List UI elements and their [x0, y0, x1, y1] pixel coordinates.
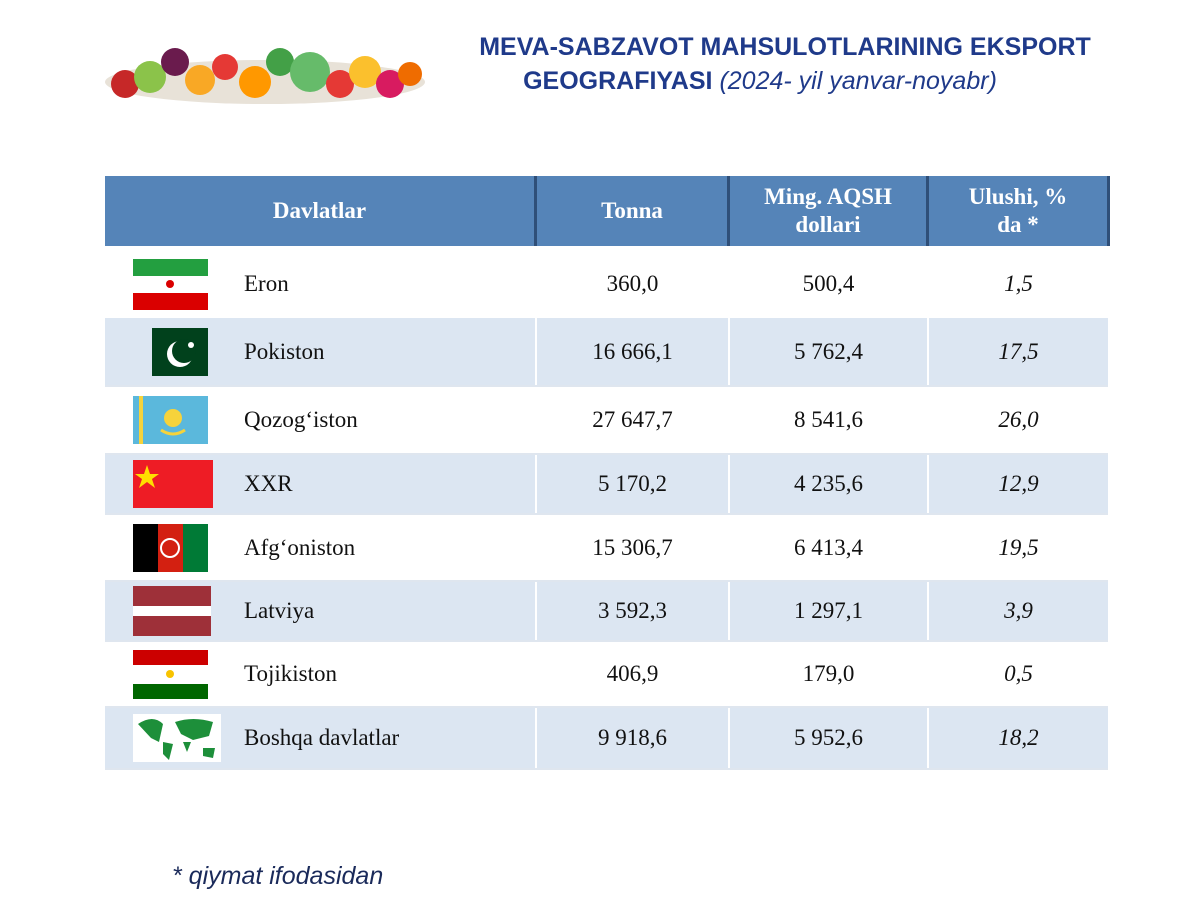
- title: GEOGRAFIYASI: [523, 67, 713, 95]
- flag: [133, 460, 213, 508]
- country: XXR: [244, 471, 293, 496]
- country: Afg‘oniston: [244, 534, 356, 560]
- share: 26,0: [927, 387, 1108, 453]
- table-row: Tojikiston 406,9 179,0 0,5: [105, 642, 1108, 708]
- tonnes: 9 918,6: [535, 708, 728, 768]
- table-row: Afg‘oniston 15 306,7 6 413,4 19,5: [105, 515, 1108, 582]
- flag: [152, 327, 208, 376]
- value-usd: 179,0: [728, 642, 927, 706]
- share: 1,5: [927, 250, 1108, 318]
- footnote: * qiymat ifodasidan: [172, 862, 384, 890]
- tonnes: 16 666,1: [535, 318, 728, 385]
- share: 3,9: [927, 582, 1108, 640]
- flag: [133, 258, 208, 310]
- country: Eron: [244, 271, 289, 296]
- table-row: Eron 360,0 500,4 1,5: [105, 250, 1108, 320]
- share: 0,5: [927, 642, 1108, 706]
- share: 12,9: [927, 455, 1108, 513]
- tonnes: 15 306,7: [535, 515, 728, 580]
- table-row: Qozog‘iston 27 647,7 8 541,6 26,0: [105, 387, 1108, 455]
- value-usd: 6 413,4: [728, 515, 927, 580]
- table-row: Latviya 3 592,3 1 297,1 3,9: [105, 582, 1108, 642]
- table-row: Boshqa davlatlar 9 918,6 5 952,6 18,2: [105, 708, 1108, 770]
- share: 18,2: [927, 708, 1108, 768]
- period: (2024- yil yanvar-noyabr): [719, 67, 997, 95]
- flag: [133, 396, 208, 444]
- tonnes: 5 170,2: [535, 455, 728, 513]
- tonnes: 406,9: [535, 642, 728, 706]
- flag: [133, 649, 208, 699]
- table-row: Pokiston 16 666,1 5 762,4 17,5: [105, 318, 1108, 387]
- country: Tojikiston: [244, 661, 337, 686]
- column-header: Ming. AQSH dollari: [730, 176, 929, 246]
- flag: [133, 714, 221, 762]
- value-usd: 4 235,6: [728, 455, 927, 513]
- flag: [133, 586, 211, 636]
- country: Qozog‘iston: [244, 407, 358, 432]
- value-usd: 5 952,6: [728, 708, 927, 768]
- value-usd: 500,4: [728, 250, 927, 318]
- share: 17,5: [927, 318, 1108, 385]
- country: Pokiston: [244, 338, 325, 364]
- tonnes: 27 647,7: [535, 387, 728, 453]
- country: Boshqa davlatlar: [244, 725, 400, 750]
- title-line: GEOGRAFIYASI (2024- yil yanvar-noyabr): [420, 67, 1100, 96]
- column-header: Ulushi, % da *: [929, 176, 1110, 246]
- flag: [133, 523, 208, 572]
- column-header: Tonna: [537, 176, 730, 246]
- share: 19,5: [927, 515, 1108, 580]
- value-usd: 1 297,1: [728, 582, 927, 640]
- value-usd: 5 762,4: [728, 318, 927, 385]
- value-usd: 8 541,6: [728, 387, 927, 453]
- tonnes: 3 592,3: [535, 582, 728, 640]
- fruit-image: [105, 48, 425, 104]
- country: Latviya: [244, 598, 315, 623]
- column-header: Davlatlar: [105, 176, 537, 246]
- title: MEVA-SABZAVOT MAHSULOTLARINING EKSPORT: [479, 33, 1091, 61]
- table-row: XXR 5 170,2 4 235,6 12,9: [105, 455, 1108, 515]
- tonnes: 360,0: [535, 250, 728, 318]
